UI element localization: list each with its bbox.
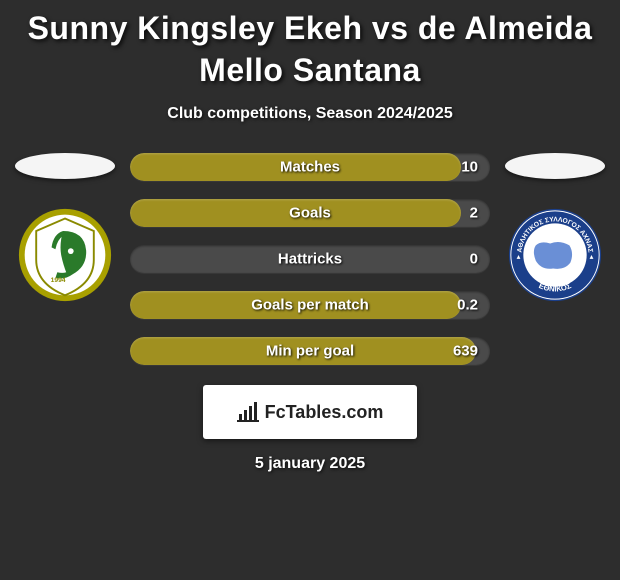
stat-value-right: 2 bbox=[470, 205, 478, 222]
stat-value-right: 0.2 bbox=[457, 297, 478, 314]
left-club-logo: 1994 bbox=[17, 207, 113, 303]
root: Sunny Kingsley Ekeh vs de Almeida Mello … bbox=[0, 0, 620, 580]
stat-value-right: 639 bbox=[453, 343, 478, 360]
stat-label: Hattricks bbox=[278, 251, 342, 268]
stat-label: Min per goal bbox=[266, 343, 354, 360]
stat-label: Goals bbox=[289, 205, 331, 222]
page-title: Sunny Kingsley Ekeh vs de Almeida Mello … bbox=[0, 8, 620, 91]
stat-bar: Goals per match 0.2 bbox=[130, 291, 490, 319]
stat-bar: Hattricks 0 bbox=[130, 245, 490, 273]
bar-chart-icon bbox=[237, 402, 259, 422]
left-player-oval bbox=[15, 153, 115, 179]
stat-value-right: 0 bbox=[470, 251, 478, 268]
stat-bar: Matches 10 bbox=[130, 153, 490, 181]
stat-bar: Min per goal 639 bbox=[130, 337, 490, 365]
stat-label: Goals per match bbox=[251, 297, 369, 314]
brand-text: FcTables.com bbox=[265, 402, 384, 423]
date-text: 5 january 2025 bbox=[0, 455, 620, 473]
stats-bars: Matches 10 Goals 2 Hattricks 0 Goals per match… bbox=[130, 153, 490, 365]
brand-badge[interactable]: FcTables.com bbox=[203, 385, 417, 439]
aek-badge-icon: 1994 bbox=[17, 207, 113, 303]
right-player-column: ΑΘΛΗΤΙΚΟΣ ΣΥΛΛΟΓΟΣ ΑΧΝΑΣ ΕΘΝΙΚΟΣ bbox=[500, 153, 610, 303]
subtitle: Club competitions, Season 2024/2025 bbox=[0, 105, 620, 123]
right-club-logo: ΑΘΛΗΤΙΚΟΣ ΣΥΛΛΟΓΟΣ ΑΧΝΑΣ ΕΘΝΙΚΟΣ bbox=[507, 207, 603, 303]
right-player-oval bbox=[505, 153, 605, 179]
ethnikos-badge-icon: ΑΘΛΗΤΙΚΟΣ ΣΥΛΛΟΓΟΣ ΑΧΝΑΣ ΕΘΝΙΚΟΣ bbox=[507, 207, 603, 303]
stat-bar: Goals 2 bbox=[130, 199, 490, 227]
stat-value-right: 10 bbox=[461, 159, 478, 176]
left-player-column: 1994 bbox=[10, 153, 120, 303]
comparison-panel: 1994 Matches 10 Goals 2 Hattricks 0 Goals per … bbox=[0, 153, 620, 365]
stat-label: Matches bbox=[280, 159, 340, 176]
svg-text:1994: 1994 bbox=[51, 277, 66, 284]
